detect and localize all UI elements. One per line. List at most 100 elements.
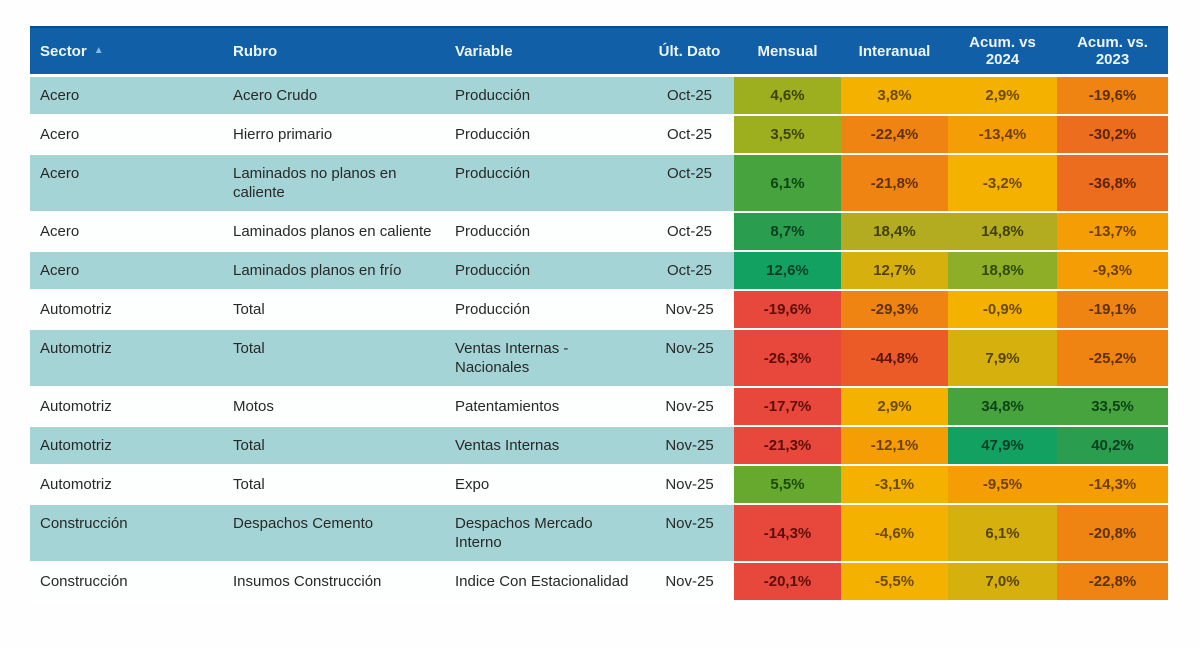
cell-sector: Automotriz — [30, 330, 223, 386]
cell-sector: Automotriz — [30, 291, 223, 328]
cell-mensual: 12,6% — [734, 252, 841, 289]
cell-acum-2023: -19,1% — [1057, 291, 1168, 328]
cell-acum-2024: 7,9% — [948, 330, 1057, 386]
table-body: Acero Acero Crudo Producción Oct-25 4,6% 3,8%… — [30, 77, 1168, 602]
cell-interanual: -5,5% — [841, 563, 948, 600]
cell-ult-dato: Nov-25 — [645, 388, 734, 425]
column-header-variable[interactable]: Variable — [445, 28, 645, 74]
cell-variable: Producción — [445, 155, 645, 211]
cell-rubro: Total — [223, 291, 445, 328]
cell-rubro: Insumos Construcción — [223, 563, 445, 600]
cell-acum-2024: -3,2% — [948, 155, 1057, 211]
cell-acum-2023: -14,3% — [1057, 466, 1168, 503]
cell-rubro: Total — [223, 466, 445, 503]
cell-acum-2023: -36,8% — [1057, 155, 1168, 211]
cell-rubro: Laminados planos en frío — [223, 252, 445, 289]
cell-variable: Producción — [445, 252, 645, 289]
cell-rubro: Acero Crudo — [223, 77, 445, 114]
table-row: Automotriz Total Expo Nov-25 5,5% -3,1% -9,5% -… — [30, 466, 1168, 505]
cell-acum-2023: 40,2% — [1057, 427, 1168, 464]
column-header-interanual[interactable]: Interanual — [841, 28, 948, 74]
cell-ult-dato: Nov-25 — [645, 505, 734, 561]
cell-mensual: 5,5% — [734, 466, 841, 503]
cell-ult-dato: Nov-25 — [645, 427, 734, 464]
cell-variable: Patentamientos — [445, 388, 645, 425]
table-row: Automotriz Total Ventas Internas Nov-25 -21,… — [30, 427, 1168, 466]
cell-sector: Automotriz — [30, 388, 223, 425]
cell-interanual: -44,8% — [841, 330, 948, 386]
cell-ult-dato: Oct-25 — [645, 155, 734, 211]
column-header-rubro[interactable]: Rubro — [223, 28, 445, 74]
cell-acum-2024: 47,9% — [948, 427, 1057, 464]
cell-sector: Construcción — [30, 563, 223, 600]
sector-heatmap-table: Sector ▲ Rubro Variable Últ. Dato Mensual Inte… — [30, 26, 1168, 602]
column-header-ult_dato[interactable]: Últ. Dato — [645, 28, 734, 74]
column-header-label: Variable — [455, 42, 513, 60]
cell-mensual: -21,3% — [734, 427, 841, 464]
cell-mensual: 3,5% — [734, 116, 841, 153]
table-row: Construcción Insumos Construcción Indice C… — [30, 563, 1168, 602]
cell-interanual: -4,6% — [841, 505, 948, 561]
cell-acum-2023: -25,2% — [1057, 330, 1168, 386]
cell-sector: Acero — [30, 116, 223, 153]
cell-acum-2024: 34,8% — [948, 388, 1057, 425]
column-header-label: Rubro — [233, 42, 278, 60]
column-header-label: Sector — [40, 42, 87, 60]
cell-acum-2024: 14,8% — [948, 213, 1057, 250]
table-row: Automotriz Total Ventas Internas - Naciona… — [30, 330, 1168, 388]
table-row: Acero Laminados no planos en caliente Prod… — [30, 155, 1168, 213]
cell-acum-2024: -13,4% — [948, 116, 1057, 153]
column-header-label: Mensual — [757, 42, 818, 60]
cell-ult-dato: Nov-25 — [645, 563, 734, 600]
cell-rubro: Motos — [223, 388, 445, 425]
cell-interanual: 18,4% — [841, 213, 948, 250]
cell-sector: Automotriz — [30, 466, 223, 503]
cell-mensual: -26,3% — [734, 330, 841, 386]
cell-acum-2023: -22,8% — [1057, 563, 1168, 600]
column-header-sector[interactable]: Sector ▲ — [30, 28, 223, 74]
cell-mensual: 4,6% — [734, 77, 841, 114]
cell-sector: Acero — [30, 252, 223, 289]
column-header-label: Acum. vs. 2023 — [1077, 34, 1148, 68]
cell-interanual: -21,8% — [841, 155, 948, 211]
table-row: Acero Hierro primario Producción Oct-25 3,5%… — [30, 116, 1168, 155]
cell-rubro: Despachos Cemento — [223, 505, 445, 561]
table-row: Construcción Despachos Cemento Despachos M… — [30, 505, 1168, 563]
cell-mensual: -17,7% — [734, 388, 841, 425]
cell-rubro: Total — [223, 427, 445, 464]
column-header-acum_2023[interactable]: Acum. vs. 2023 — [1057, 28, 1168, 74]
column-header-label: Acum. vs 2024 — [969, 34, 1036, 68]
cell-interanual: 3,8% — [841, 77, 948, 114]
cell-variable: Ventas Internas - Nacionales — [445, 330, 645, 386]
table-row: Acero Acero Crudo Producción Oct-25 4,6% 3,8%… — [30, 77, 1168, 116]
cell-ult-dato: Nov-25 — [645, 466, 734, 503]
table-row: Acero Laminados planos en caliente Producc… — [30, 213, 1168, 252]
cell-rubro: Hierro primario — [223, 116, 445, 153]
cell-interanual: -22,4% — [841, 116, 948, 153]
cell-variable: Indice Con Estacionalidad — [445, 563, 645, 600]
cell-variable: Producción — [445, 77, 645, 114]
cell-sector: Acero — [30, 213, 223, 250]
column-header-mensual[interactable]: Mensual — [734, 28, 841, 74]
cell-acum-2023: -9,3% — [1057, 252, 1168, 289]
cell-interanual: -12,1% — [841, 427, 948, 464]
column-header-acum_2024[interactable]: Acum. vs 2024 — [948, 28, 1057, 74]
cell-mensual: -14,3% — [734, 505, 841, 561]
cell-variable: Producción — [445, 291, 645, 328]
cell-acum-2024: 18,8% — [948, 252, 1057, 289]
column-header-label: Interanual — [858, 42, 931, 60]
cell-rubro: Total — [223, 330, 445, 386]
cell-mensual: -19,6% — [734, 291, 841, 328]
cell-mensual: -20,1% — [734, 563, 841, 600]
cell-sector: Automotriz — [30, 427, 223, 464]
cell-ult-dato: Oct-25 — [645, 116, 734, 153]
cell-interanual: -29,3% — [841, 291, 948, 328]
table-row: Automotriz Motos Patentamientos Nov-25 -17,7… — [30, 388, 1168, 427]
cell-rubro: Laminados planos en caliente — [223, 213, 445, 250]
cell-variable: Expo — [445, 466, 645, 503]
sort-asc-icon: ▲ — [93, 44, 104, 56]
cell-ult-dato: Oct-25 — [645, 252, 734, 289]
cell-ult-dato: Nov-25 — [645, 330, 734, 386]
cell-acum-2023: -13,7% — [1057, 213, 1168, 250]
cell-acum-2024: 6,1% — [948, 505, 1057, 561]
